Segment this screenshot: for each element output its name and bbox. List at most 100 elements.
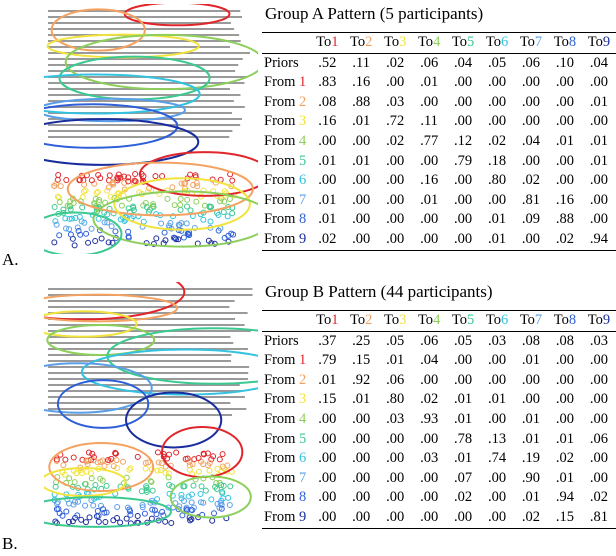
from-word: From [264,391,295,407]
gaze-point [95,189,100,194]
cell-value: .03 [582,331,616,351]
from-word: From [264,450,295,466]
cell-value: .00 [548,351,582,371]
cell-value: .02 [548,230,582,250]
text-line [48,366,249,368]
state-ellipse [47,325,154,355]
row-label: From 5 [262,152,310,172]
gaze-point [178,202,183,207]
cell-value: .00 [344,430,378,450]
cell-value: .00 [412,469,446,489]
to-word: To [520,34,535,50]
text-line [48,288,252,290]
cell-value: .00 [480,351,514,371]
cell-value: .88 [548,210,582,230]
cell-value: .03 [480,331,514,351]
state-number: 5 [299,431,306,447]
cell-value: .00 [446,112,480,132]
state-number: 8 [569,34,576,50]
cell-value: .81 [582,508,616,528]
to-word: To [418,34,433,50]
gaze-point [189,500,194,505]
gaze-point [191,483,196,488]
state-number: 6 [299,450,306,466]
gaze-point [159,461,164,466]
cell-value: .01 [514,410,548,430]
cell-value: .00 [548,371,582,391]
cell-value: .00 [514,152,548,172]
cell-value: .00 [344,410,378,430]
cell-value: .01 [412,73,446,93]
cell-value: .94 [582,230,616,250]
data-row: From 8.00.00.00.00.02.00.01.94.02 [262,488,616,508]
to-word: To [350,312,365,328]
row-label: From 8 [262,210,310,230]
cell-value: .78 [446,430,480,450]
cell-value: .72 [378,112,412,132]
state-number: 7 [535,312,542,328]
state-number: 8 [299,489,306,505]
cell-value: .06 [412,53,446,73]
gaze-point [86,240,91,245]
cell-value: .10 [548,53,582,73]
gaze-point [217,457,222,462]
state-number: 5 [467,34,474,50]
row-label: From 7 [262,191,310,211]
gaze-point [230,178,235,183]
cell-value: .00 [582,112,616,132]
text-line [48,28,234,30]
cell-value: .00 [582,351,616,371]
gaze-point [111,518,116,523]
to-word: To [384,34,399,50]
gaze-point [178,196,183,201]
gaze-point [115,504,120,509]
gaze-point [155,468,160,473]
cell-value: .00 [514,73,548,93]
gaze-point [67,227,72,232]
data-row: From 2.08.88.03.00.00.00.00.00.01 [262,93,616,113]
column-header: To7 [514,311,548,332]
column-header: To4 [412,33,446,54]
cell-value: .00 [344,230,378,250]
cell-value: .00 [310,449,344,469]
cell-value: .15 [344,351,378,371]
to-word: To [486,312,501,328]
cell-value: .00 [582,191,616,211]
text-line [48,52,250,54]
to-word: To [316,34,331,50]
cell-value: .93 [412,410,446,430]
gaze-point [102,463,107,468]
state-ellipse [44,99,185,121]
cell-value: .05 [378,331,412,351]
to-word: To [520,312,535,328]
cell-value: .79 [446,152,480,172]
gaze-point [93,238,98,243]
cell-value: .79 [310,351,344,371]
gaze-point [184,221,189,226]
cell-value: .00 [310,508,344,528]
cell-value: .01 [548,430,582,450]
to-word: To [588,312,603,328]
gaze-point [71,455,76,460]
cell-value: .00 [582,390,616,410]
text-line [48,342,233,344]
gaze-point [89,178,94,183]
row-label: From 6 [262,449,310,469]
cell-value: .00 [446,191,480,211]
gaze-point [196,469,201,474]
column-header: To3 [378,33,412,54]
cell-value: .77 [412,132,446,152]
gaze-point [174,450,179,455]
gaze-point [72,243,77,248]
gaze-point [212,511,217,516]
gaze-point [128,512,133,517]
column-header: To9 [582,311,616,332]
gaze-point [165,196,170,201]
cell-value: .00 [480,73,514,93]
gaze-point [149,516,154,521]
cell-value: .00 [378,469,412,489]
from-word: From [264,431,295,447]
cell-value: .15 [310,390,344,410]
cell-value: .80 [378,390,412,410]
header-row: To1To2To3To4To5To6To7To8To9 [262,311,616,332]
